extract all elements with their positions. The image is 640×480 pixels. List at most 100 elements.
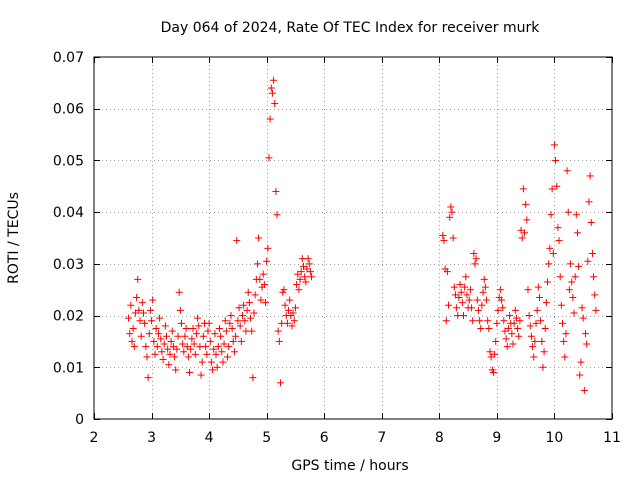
data-point <box>465 296 473 304</box>
data-point <box>546 244 554 252</box>
data-point <box>469 317 477 325</box>
data-point <box>296 275 304 283</box>
data-point <box>502 335 510 343</box>
data-point <box>306 268 314 276</box>
data-point <box>184 353 192 361</box>
data-point <box>283 319 291 327</box>
data-point <box>526 322 534 330</box>
data-point <box>492 337 500 345</box>
data-point <box>166 350 174 358</box>
data-point <box>463 291 471 299</box>
data-point <box>295 286 303 294</box>
y-tick-label: 0.03 <box>53 257 84 273</box>
data-point <box>567 260 575 268</box>
data-point <box>529 343 537 351</box>
data-point <box>125 314 133 322</box>
data-point <box>285 306 293 314</box>
data-point <box>156 314 164 322</box>
data-point <box>506 312 514 320</box>
data-point <box>453 304 461 312</box>
y-tick-label: 0.07 <box>53 50 84 66</box>
data-point <box>173 345 181 353</box>
data-point <box>545 260 553 268</box>
data-point <box>439 231 447 239</box>
data-point <box>182 325 190 332</box>
data-point <box>133 293 141 301</box>
data-point <box>154 330 162 338</box>
data-point <box>249 374 257 382</box>
data-point <box>176 306 184 314</box>
data-point <box>460 312 468 320</box>
data-point <box>447 203 455 211</box>
data-point <box>525 312 533 320</box>
data-point <box>521 229 529 237</box>
data-point <box>268 89 276 97</box>
data-point <box>286 296 294 304</box>
data-point <box>136 317 144 325</box>
data-point <box>535 293 543 301</box>
data-point <box>503 343 511 351</box>
data-point <box>213 363 221 371</box>
data-point <box>556 273 564 281</box>
data-point <box>483 296 491 304</box>
y-tick-label: 0.06 <box>53 102 84 118</box>
data-point <box>550 141 558 149</box>
data-point <box>144 374 152 382</box>
data-point <box>468 304 476 312</box>
data-point <box>443 268 451 276</box>
data-point <box>270 76 278 84</box>
data-point <box>127 301 135 309</box>
data-point <box>569 293 577 301</box>
data-point <box>262 299 270 307</box>
data-point <box>211 330 219 338</box>
data-point <box>179 340 187 348</box>
data-point <box>472 255 480 263</box>
data-point <box>582 330 590 338</box>
y-tick-label: 0.02 <box>53 309 84 325</box>
data-point <box>186 368 194 376</box>
y-tick-label: 0.05 <box>53 153 84 169</box>
data-point <box>530 353 538 361</box>
data-point <box>480 275 488 283</box>
data-point <box>251 291 259 299</box>
data-point <box>194 314 202 322</box>
data-point <box>576 371 584 379</box>
data-point <box>153 343 161 351</box>
y-tick-label: 0.04 <box>53 205 84 221</box>
data-point <box>553 182 561 190</box>
grid-lines <box>94 57 612 419</box>
data-point <box>257 296 265 304</box>
data-point <box>177 319 185 327</box>
data-point <box>187 345 195 353</box>
data-point <box>446 213 454 221</box>
data-point <box>180 348 188 356</box>
data-point <box>260 281 268 289</box>
data-point <box>590 273 598 281</box>
data-point <box>499 304 507 312</box>
data-point <box>139 309 147 317</box>
data-point <box>524 286 532 294</box>
data-point <box>440 237 448 245</box>
data-point <box>568 278 576 286</box>
data-point <box>301 273 309 281</box>
data-point <box>135 306 143 314</box>
data-point <box>555 237 563 245</box>
data-point <box>481 283 489 291</box>
data-point <box>484 317 492 325</box>
data-point <box>145 330 153 338</box>
data-point <box>522 200 530 208</box>
data-point <box>224 353 232 361</box>
data-point <box>245 299 253 307</box>
data-point <box>142 343 150 351</box>
data-point <box>562 330 570 338</box>
data-point <box>577 358 585 366</box>
data-point <box>137 332 145 340</box>
data-point <box>218 348 226 356</box>
data-point <box>199 332 207 340</box>
data-point <box>165 361 173 369</box>
x-tick-label: 8 <box>435 430 444 446</box>
data-point <box>591 291 599 299</box>
data-point <box>583 340 591 348</box>
data-point <box>477 325 485 332</box>
x-tick-label: 4 <box>205 430 214 446</box>
